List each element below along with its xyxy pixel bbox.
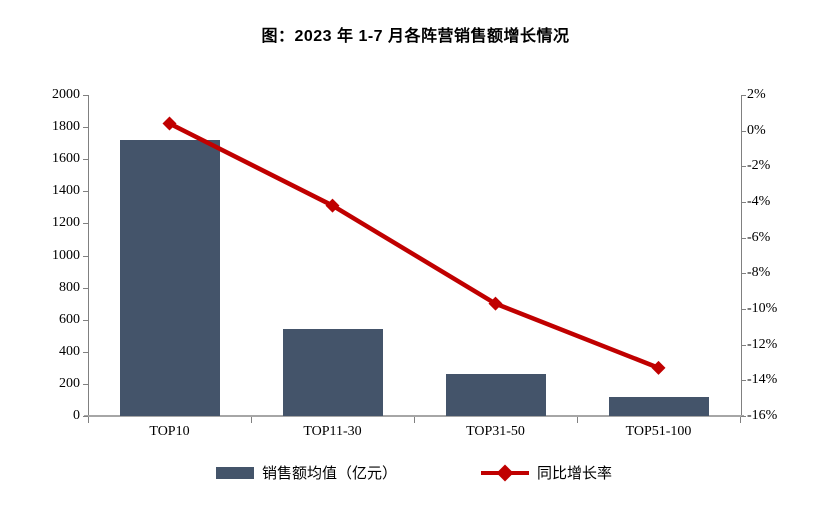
line-diamond-swatch-icon xyxy=(481,464,529,481)
x-axis-category-label: TOP31-50 xyxy=(466,424,525,439)
x-axis-category-label: TOP10 xyxy=(149,424,190,439)
y-axis-right-tick-label: -6% xyxy=(747,229,771,245)
y-axis-left-tick-label: 1600 xyxy=(52,151,80,167)
bar-TOP11-30 xyxy=(282,328,383,416)
y-axis-left-tick-label: 400 xyxy=(59,343,80,359)
y-axis-left-tickmark xyxy=(83,287,88,289)
y-axis-left-tick-label: 600 xyxy=(59,311,80,327)
y-axis-right-tickmark xyxy=(741,380,746,382)
y-axis-left-tick-label: 200 xyxy=(59,375,80,391)
bar-swatch-icon xyxy=(215,466,254,479)
legend-bar-label: 销售额均值（亿元） xyxy=(261,465,397,482)
legend-item-line: 同比增长率 xyxy=(481,462,612,483)
legend-line-label: 同比增长率 xyxy=(537,465,613,482)
y-axis-left-tick-label: 2000 xyxy=(52,87,80,102)
y-axis-right-tickmark xyxy=(741,166,746,168)
y-axis-right-tick-label: -12% xyxy=(747,336,778,352)
y-axis-left-tickmark xyxy=(83,95,88,96)
y-axis-right-tickmark xyxy=(741,344,746,346)
y-axis-right-tickmark xyxy=(741,130,746,132)
y-axis-left-tickmark xyxy=(83,255,88,257)
x-axis-tickmark xyxy=(740,417,741,423)
y-axis-left-tickmark xyxy=(83,351,88,353)
y-axis-right-tickmark xyxy=(741,309,746,310)
plot-area xyxy=(88,95,742,416)
x-axis-line xyxy=(84,415,744,417)
y-axis-right-tickmark xyxy=(741,416,746,417)
y-axis-right-tickmark xyxy=(741,237,746,239)
legend: 销售额均值（亿元） 同比增长率 xyxy=(88,462,740,483)
y-axis-left-tick-label: 1400 xyxy=(52,183,80,199)
bar-TOP10 xyxy=(119,139,220,416)
y-axis-right-tick-label: -14% xyxy=(747,372,778,388)
y-axis-right-tick-label: -2% xyxy=(747,158,771,174)
y-axis-right-tick-label: -8% xyxy=(747,265,771,281)
x-axis-tickmark xyxy=(577,417,578,423)
y-axis-right-tick-label: 2% xyxy=(747,87,766,102)
bar-TOP51-100 xyxy=(608,396,709,416)
y-axis-left-tick-label: 800 xyxy=(59,279,80,295)
y-axis-left-tickmark xyxy=(83,416,88,417)
y-axis-right-tickmark xyxy=(741,273,746,275)
y-axis-left-tick-label: 1000 xyxy=(52,247,80,263)
y-axis-right-tickmark xyxy=(741,95,746,96)
y-axis-right-tickmark xyxy=(741,202,746,203)
x-axis-tickmark xyxy=(251,417,252,423)
y-axis-left-tickmark xyxy=(83,191,88,193)
y-axis-right-tick-label: -10% xyxy=(747,301,778,316)
y-axis-right-tick-label: 0% xyxy=(747,122,766,138)
y-axis-left-tickmark xyxy=(83,383,88,385)
chart-title: 图：2023 年 1-7 月各阵营销售额增长情况 xyxy=(261,28,570,45)
y-axis-left-tickmark xyxy=(83,127,88,129)
y-axis-left-tick-label: 0 xyxy=(73,408,80,423)
y-axis-left-tick-label: 1200 xyxy=(52,215,80,231)
y-axis-left-tickmark xyxy=(83,223,88,225)
y-axis-left-tickmark xyxy=(83,319,88,321)
y-axis-left-tick-label: 1800 xyxy=(52,119,80,135)
x-axis-category-label: TOP11-30 xyxy=(303,424,362,439)
x-axis-tickmark xyxy=(414,417,415,423)
y-axis-left-tickmark xyxy=(83,159,88,161)
legend-item-bar: 销售额均值（亿元） xyxy=(215,462,397,483)
y-axis-right-tick-label: -16% xyxy=(747,408,778,423)
x-axis-tickmark xyxy=(88,417,89,423)
x-axis-category-label: TOP51-100 xyxy=(625,424,692,439)
y-axis-right-tick-label: -4% xyxy=(747,194,771,209)
bar-TOP31-50 xyxy=(445,373,546,416)
